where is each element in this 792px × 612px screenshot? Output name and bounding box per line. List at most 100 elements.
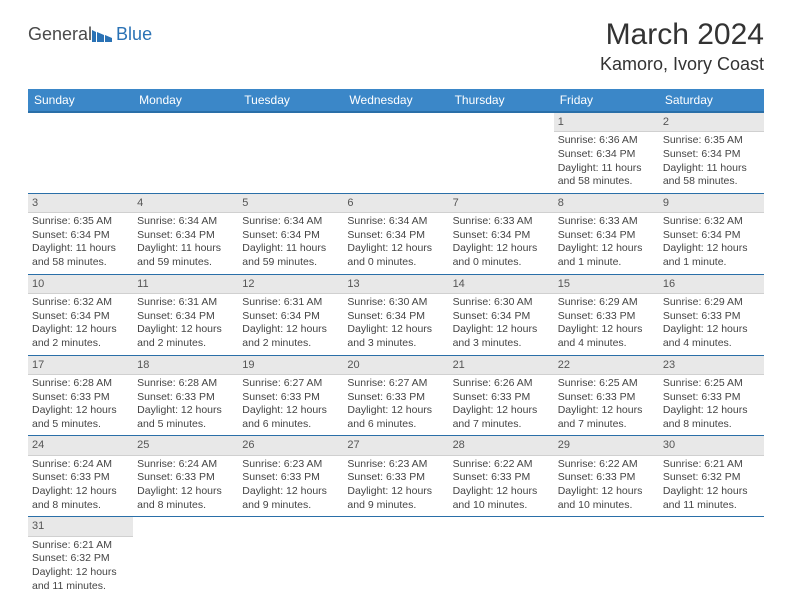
day-line: Daylight: 12 hours (558, 404, 655, 418)
day-line: Daylight: 12 hours (663, 242, 760, 256)
day-line: Sunset: 6:33 PM (137, 391, 234, 405)
day-line: Sunrise: 6:29 AM (558, 296, 655, 310)
calendar-cell (28, 112, 133, 193)
day-content: Sunrise: 6:25 AMSunset: 6:33 PMDaylight:… (554, 375, 659, 436)
day-line: Daylight: 12 hours (137, 485, 234, 499)
day-line: and 1 minute. (558, 256, 655, 270)
day-line: Sunset: 6:34 PM (558, 148, 655, 162)
day-line: and 7 minutes. (558, 418, 655, 432)
day-number: 8 (554, 194, 659, 213)
location: Kamoro, Ivory Coast (600, 54, 764, 75)
day-line: and 2 minutes. (242, 337, 339, 351)
day-line: and 5 minutes. (32, 418, 129, 432)
day-content: Sunrise: 6:35 AMSunset: 6:34 PMDaylight:… (28, 213, 133, 274)
day-line: Sunrise: 6:35 AM (663, 134, 760, 148)
day-line: and 11 minutes. (32, 580, 129, 594)
day-number: 28 (449, 436, 554, 455)
weekday-header-row: Sunday Monday Tuesday Wednesday Thursday… (28, 89, 764, 112)
day-line: and 1 minute. (663, 256, 760, 270)
day-line: and 59 minutes. (242, 256, 339, 270)
day-number: 5 (238, 194, 343, 213)
calendar-cell: 17Sunrise: 6:28 AMSunset: 6:33 PMDayligh… (28, 355, 133, 436)
day-number: 3 (28, 194, 133, 213)
calendar-cell: 7Sunrise: 6:33 AMSunset: 6:34 PMDaylight… (449, 193, 554, 274)
day-line: Sunset: 6:34 PM (347, 229, 444, 243)
day-line: and 2 minutes. (137, 337, 234, 351)
day-line: and 58 minutes. (32, 256, 129, 270)
day-number: 2 (659, 113, 764, 132)
calendar-cell: 3Sunrise: 6:35 AMSunset: 6:34 PMDaylight… (28, 193, 133, 274)
calendar-cell: 30Sunrise: 6:21 AMSunset: 6:32 PMDayligh… (659, 436, 764, 517)
day-content: Sunrise: 6:32 AMSunset: 6:34 PMDaylight:… (28, 294, 133, 355)
day-content: Sunrise: 6:34 AMSunset: 6:34 PMDaylight:… (343, 213, 448, 274)
day-line: and 0 minutes. (453, 256, 550, 270)
day-content: Sunrise: 6:22 AMSunset: 6:33 PMDaylight:… (554, 456, 659, 517)
day-number: 24 (28, 436, 133, 455)
day-number: 16 (659, 275, 764, 294)
day-line: Sunrise: 6:34 AM (242, 215, 339, 229)
day-line: Sunset: 6:34 PM (242, 310, 339, 324)
day-number: 30 (659, 436, 764, 455)
day-number: 23 (659, 356, 764, 375)
calendar-cell: 13Sunrise: 6:30 AMSunset: 6:34 PMDayligh… (343, 274, 448, 355)
day-line: Sunrise: 6:34 AM (137, 215, 234, 229)
day-content: Sunrise: 6:30 AMSunset: 6:34 PMDaylight:… (449, 294, 554, 355)
day-number: 26 (238, 436, 343, 455)
day-line: and 4 minutes. (558, 337, 655, 351)
day-content: Sunrise: 6:24 AMSunset: 6:33 PMDaylight:… (133, 456, 238, 517)
day-line: Daylight: 12 hours (32, 485, 129, 499)
day-number: 12 (238, 275, 343, 294)
day-line: Sunrise: 6:36 AM (558, 134, 655, 148)
day-line: Daylight: 11 hours (663, 162, 760, 176)
calendar-cell: 26Sunrise: 6:23 AMSunset: 6:33 PMDayligh… (238, 436, 343, 517)
weekday-header: Wednesday (343, 89, 448, 112)
calendar-cell: 29Sunrise: 6:22 AMSunset: 6:33 PMDayligh… (554, 436, 659, 517)
calendar-cell: 6Sunrise: 6:34 AMSunset: 6:34 PMDaylight… (343, 193, 448, 274)
day-line: Sunrise: 6:30 AM (453, 296, 550, 310)
day-line: Sunset: 6:33 PM (347, 471, 444, 485)
calendar-cell: 1Sunrise: 6:36 AMSunset: 6:34 PMDaylight… (554, 112, 659, 193)
day-line: Daylight: 12 hours (453, 485, 550, 499)
day-line: and 5 minutes. (137, 418, 234, 432)
day-line: Daylight: 11 hours (558, 162, 655, 176)
day-line: Sunset: 6:33 PM (663, 310, 760, 324)
day-line: and 6 minutes. (242, 418, 339, 432)
flag-icon (92, 28, 112, 42)
day-line: Sunrise: 6:30 AM (347, 296, 444, 310)
day-number: 27 (343, 436, 448, 455)
day-line: Daylight: 11 hours (242, 242, 339, 256)
day-line: and 7 minutes. (453, 418, 550, 432)
day-line: Sunset: 6:33 PM (663, 391, 760, 405)
day-number: 9 (659, 194, 764, 213)
day-content: Sunrise: 6:30 AMSunset: 6:34 PMDaylight:… (343, 294, 448, 355)
calendar-cell: 8Sunrise: 6:33 AMSunset: 6:34 PMDaylight… (554, 193, 659, 274)
day-number: 29 (554, 436, 659, 455)
day-line: and 10 minutes. (453, 499, 550, 513)
calendar-cell: 23Sunrise: 6:25 AMSunset: 6:33 PMDayligh… (659, 355, 764, 436)
month-title: March 2024 (600, 18, 764, 52)
day-line: Sunset: 6:32 PM (663, 471, 760, 485)
day-line: Daylight: 12 hours (347, 323, 444, 337)
day-line: Sunset: 6:34 PM (453, 310, 550, 324)
day-number: 13 (343, 275, 448, 294)
day-content: Sunrise: 6:23 AMSunset: 6:33 PMDaylight:… (343, 456, 448, 517)
calendar-cell (659, 517, 764, 597)
day-line: Sunset: 6:34 PM (32, 310, 129, 324)
calendar-cell (238, 517, 343, 597)
day-line: Daylight: 12 hours (453, 404, 550, 418)
day-line: and 10 minutes. (558, 499, 655, 513)
day-content: Sunrise: 6:22 AMSunset: 6:33 PMDaylight:… (449, 456, 554, 517)
day-line: Daylight: 12 hours (558, 323, 655, 337)
calendar-cell (449, 112, 554, 193)
weekday-header: Saturday (659, 89, 764, 112)
day-line: Sunrise: 6:27 AM (347, 377, 444, 391)
logo-text-general: General (28, 24, 92, 45)
day-line: Sunrise: 6:24 AM (137, 458, 234, 472)
day-content: Sunrise: 6:21 AMSunset: 6:32 PMDaylight:… (28, 537, 133, 598)
day-line: Daylight: 12 hours (137, 404, 234, 418)
calendar-cell: 16Sunrise: 6:29 AMSunset: 6:33 PMDayligh… (659, 274, 764, 355)
day-line: and 6 minutes. (347, 418, 444, 432)
weekday-header: Tuesday (238, 89, 343, 112)
calendar-row: 3Sunrise: 6:35 AMSunset: 6:34 PMDaylight… (28, 193, 764, 274)
day-line: Sunrise: 6:34 AM (347, 215, 444, 229)
